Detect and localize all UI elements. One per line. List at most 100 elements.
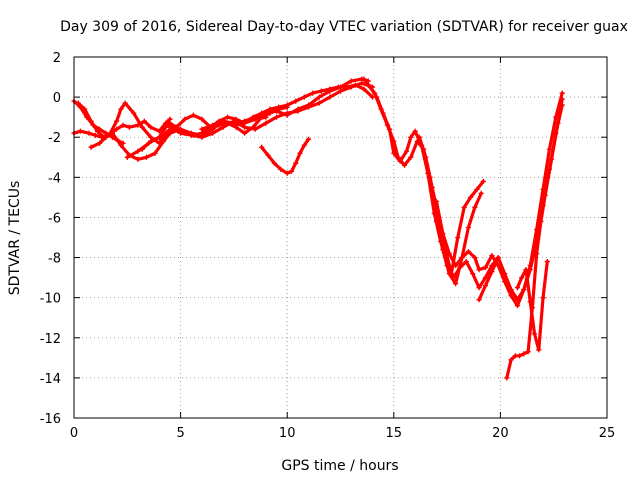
data-point [241, 118, 248, 124]
data-point [88, 144, 94, 150]
data-point [284, 102, 290, 108]
data-point [446, 250, 452, 257]
series-trail [515, 259, 549, 352]
data-point [534, 250, 540, 257]
data-point [559, 90, 565, 96]
data-point [472, 254, 478, 261]
data-point [548, 156, 555, 162]
data-point [384, 122, 391, 128]
series-trail [76, 101, 183, 145]
data-point [531, 331, 538, 337]
y-tick-label: -2 [48, 131, 61, 146]
data-point [165, 132, 171, 138]
data-point [263, 110, 269, 116]
data-point [252, 114, 258, 120]
data-point [502, 271, 508, 277]
data-point [482, 275, 489, 281]
data-point [231, 120, 237, 126]
data-point [273, 108, 280, 114]
data-point [297, 150, 303, 156]
data-point [295, 106, 301, 112]
x-axis-label: GPS time / hours [281, 458, 398, 474]
data-point [122, 100, 128, 106]
data-point [148, 138, 154, 144]
data-point [327, 94, 333, 100]
data-point [555, 120, 561, 126]
data-point [141, 118, 147, 124]
data-point [412, 128, 418, 134]
data-point [395, 154, 401, 160]
data-point [365, 82, 371, 88]
data-point [209, 122, 216, 128]
data-point [478, 190, 484, 196]
y-tick-label: -12 [40, 332, 61, 347]
data-point [156, 128, 162, 134]
data-point [152, 150, 158, 156]
data-point [504, 375, 510, 381]
data-point [538, 218, 544, 225]
data-point [482, 283, 489, 289]
data-point [88, 118, 94, 124]
series-track-p [514, 258, 550, 353]
data-point [536, 347, 542, 353]
data-point [96, 140, 103, 146]
data-point [135, 156, 141, 162]
data-point [559, 96, 565, 102]
axis-ticks [73, 56, 608, 419]
data-point [514, 285, 521, 291]
data-point [131, 110, 137, 116]
data-point [139, 146, 145, 152]
data-point [508, 357, 514, 363]
x-tick-label: 5 [176, 426, 184, 441]
x-tick-label: 20 [492, 426, 509, 441]
data-point [316, 100, 322, 106]
y-tick-label: -6 [48, 211, 61, 226]
data-point [263, 120, 269, 126]
data-point [75, 100, 81, 106]
data-point [476, 285, 482, 291]
data-point [408, 154, 414, 160]
data-point [470, 271, 476, 277]
data-point [188, 132, 194, 138]
data-point [259, 144, 265, 150]
data-point [126, 124, 133, 130]
series-track-i [259, 136, 312, 176]
data-point [372, 90, 378, 96]
x-axis-tick-labels: 0 5 10 15 20 25 [70, 426, 615, 441]
data-point [544, 258, 550, 265]
data-point [463, 258, 469, 265]
data-point [288, 168, 295, 174]
data-point [114, 126, 120, 132]
data-point [516, 353, 523, 359]
data-point [540, 295, 546, 301]
data-point [489, 268, 495, 275]
data-point [465, 248, 472, 255]
data-point [265, 152, 271, 158]
data-point [465, 224, 472, 231]
data-point [301, 94, 307, 100]
data-point [305, 102, 312, 108]
data-point [433, 198, 440, 204]
data-point [173, 124, 179, 130]
series-track-m [433, 90, 565, 309]
data-point [120, 122, 126, 128]
data-point [143, 154, 150, 160]
data-point [293, 160, 299, 166]
data-point [519, 275, 525, 281]
plot-frame [73, 56, 608, 419]
data-point [453, 262, 459, 269]
data-point [139, 124, 145, 130]
data-point [94, 128, 101, 134]
x-tick-label: 0 [70, 426, 78, 441]
y-tick-label: -14 [40, 372, 61, 387]
data-point [199, 134, 205, 140]
chart-title: Day 309 of 2016, Sidereal Day-to-day VTE… [60, 19, 628, 35]
data-point [391, 138, 397, 144]
data-point [348, 84, 354, 90]
data-point [118, 106, 124, 112]
data-point [472, 204, 478, 211]
data-point [310, 90, 316, 96]
data-point [361, 86, 367, 92]
data-point [148, 124, 154, 130]
